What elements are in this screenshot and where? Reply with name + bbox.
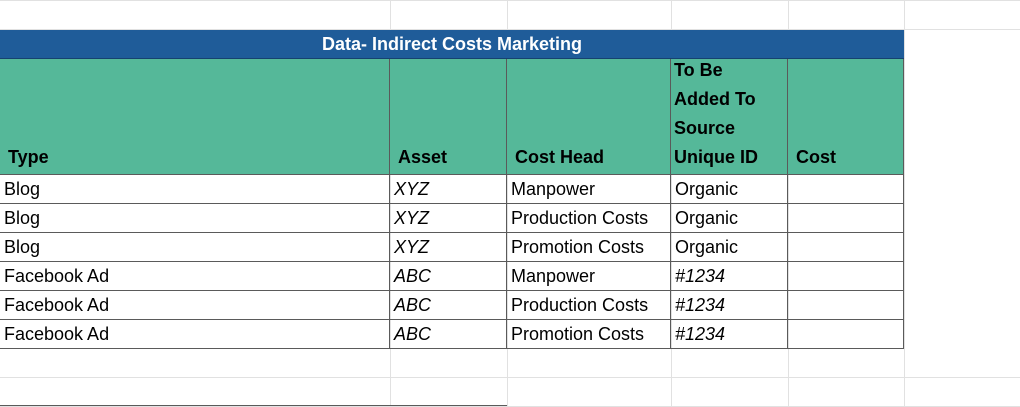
header-line: Source (674, 118, 736, 138)
cell-source-id[interactable]: Organic (671, 233, 788, 262)
table-row: Blog XYZ Promotion Costs Organic (0, 233, 904, 262)
table-row: Facebook Ad ABC Promotion Costs #1234 (0, 320, 904, 349)
cell-asset[interactable]: XYZ (390, 204, 507, 233)
header-label: Type (8, 147, 49, 167)
cell-cost[interactable] (788, 175, 904, 204)
header-cost[interactable]: Cost (788, 59, 904, 175)
header-label-multiline: To Be Added To Source Unique ID (671, 56, 758, 174)
header-line: To Be (674, 60, 723, 80)
header-cost-head[interactable]: Cost Head (507, 59, 671, 175)
cell-asset[interactable]: XYZ (390, 175, 507, 204)
cell-cost-head[interactable]: Promotion Costs (507, 320, 671, 349)
header-source-unique-id[interactable]: To Be Added To Source Unique ID (671, 59, 788, 175)
gridline (0, 377, 1020, 378)
cell-type[interactable]: Blog (0, 204, 390, 233)
header-label: Cost Head (515, 147, 605, 167)
table-row: Blog XYZ Production Costs Organic (0, 204, 904, 233)
cell-source-id[interactable]: #1234 (671, 320, 788, 349)
cell-source-id[interactable]: #1234 (671, 262, 788, 291)
gridline (0, 29, 1020, 30)
cell-asset[interactable]: XYZ (390, 233, 507, 262)
cell-cost-head[interactable]: Production Costs (507, 291, 671, 320)
gridline (0, 0, 1020, 1)
table-row: Facebook Ad ABC Production Costs #1234 (0, 291, 904, 320)
cell-asset[interactable]: ABC (390, 320, 507, 349)
cell-type[interactable]: Blog (0, 175, 390, 204)
cell-type[interactable]: Facebook Ad (0, 320, 390, 349)
cell-cost-head[interactable]: Promotion Costs (507, 233, 671, 262)
cell-cost-head[interactable]: Manpower (507, 262, 671, 291)
cell-source-id[interactable]: #1234 (671, 291, 788, 320)
header-label: Asset (398, 147, 448, 167)
cell-cost-head[interactable]: Production Costs (507, 204, 671, 233)
cell-type[interactable]: Blog (0, 233, 390, 262)
cell-asset[interactable]: ABC (390, 291, 507, 320)
header-type[interactable]: Type (0, 59, 390, 175)
cell-cost[interactable] (788, 320, 904, 349)
cell-type[interactable]: Facebook Ad (0, 262, 390, 291)
cell-source-id[interactable]: Organic (671, 175, 788, 204)
cell-cost[interactable] (788, 262, 904, 291)
cell-cost[interactable] (788, 233, 904, 262)
table-row: Facebook Ad ABC Manpower #1234 (0, 262, 904, 291)
cell-type[interactable]: Facebook Ad (0, 291, 390, 320)
cell-source-id[interactable]: Organic (671, 204, 788, 233)
header-label: Cost (796, 147, 836, 167)
header-asset[interactable]: Asset (390, 59, 507, 175)
header-line: Added To (674, 89, 756, 109)
gridline (904, 0, 905, 407)
table-row: Blog XYZ Manpower Organic (0, 175, 904, 204)
cell-asset[interactable]: ABC (390, 262, 507, 291)
cell-cost-head[interactable]: Manpower (507, 175, 671, 204)
cell-cost[interactable] (788, 204, 904, 233)
table-title[interactable]: Data- Indirect Costs Marketing (0, 30, 904, 59)
cell-border (0, 405, 507, 406)
cell-cost[interactable] (788, 291, 904, 320)
header-line: Unique ID (674, 147, 758, 167)
